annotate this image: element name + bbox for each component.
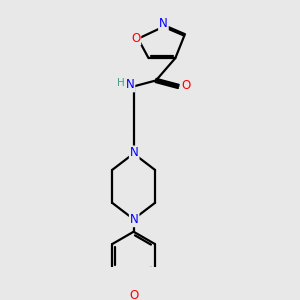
Text: O: O [181,79,190,92]
Text: N: N [126,78,134,92]
Text: O: O [129,290,138,300]
Text: N: N [159,17,168,30]
Text: O: O [131,32,140,45]
Text: N: N [130,213,139,226]
Text: N: N [130,146,139,160]
Text: H: H [117,78,124,88]
